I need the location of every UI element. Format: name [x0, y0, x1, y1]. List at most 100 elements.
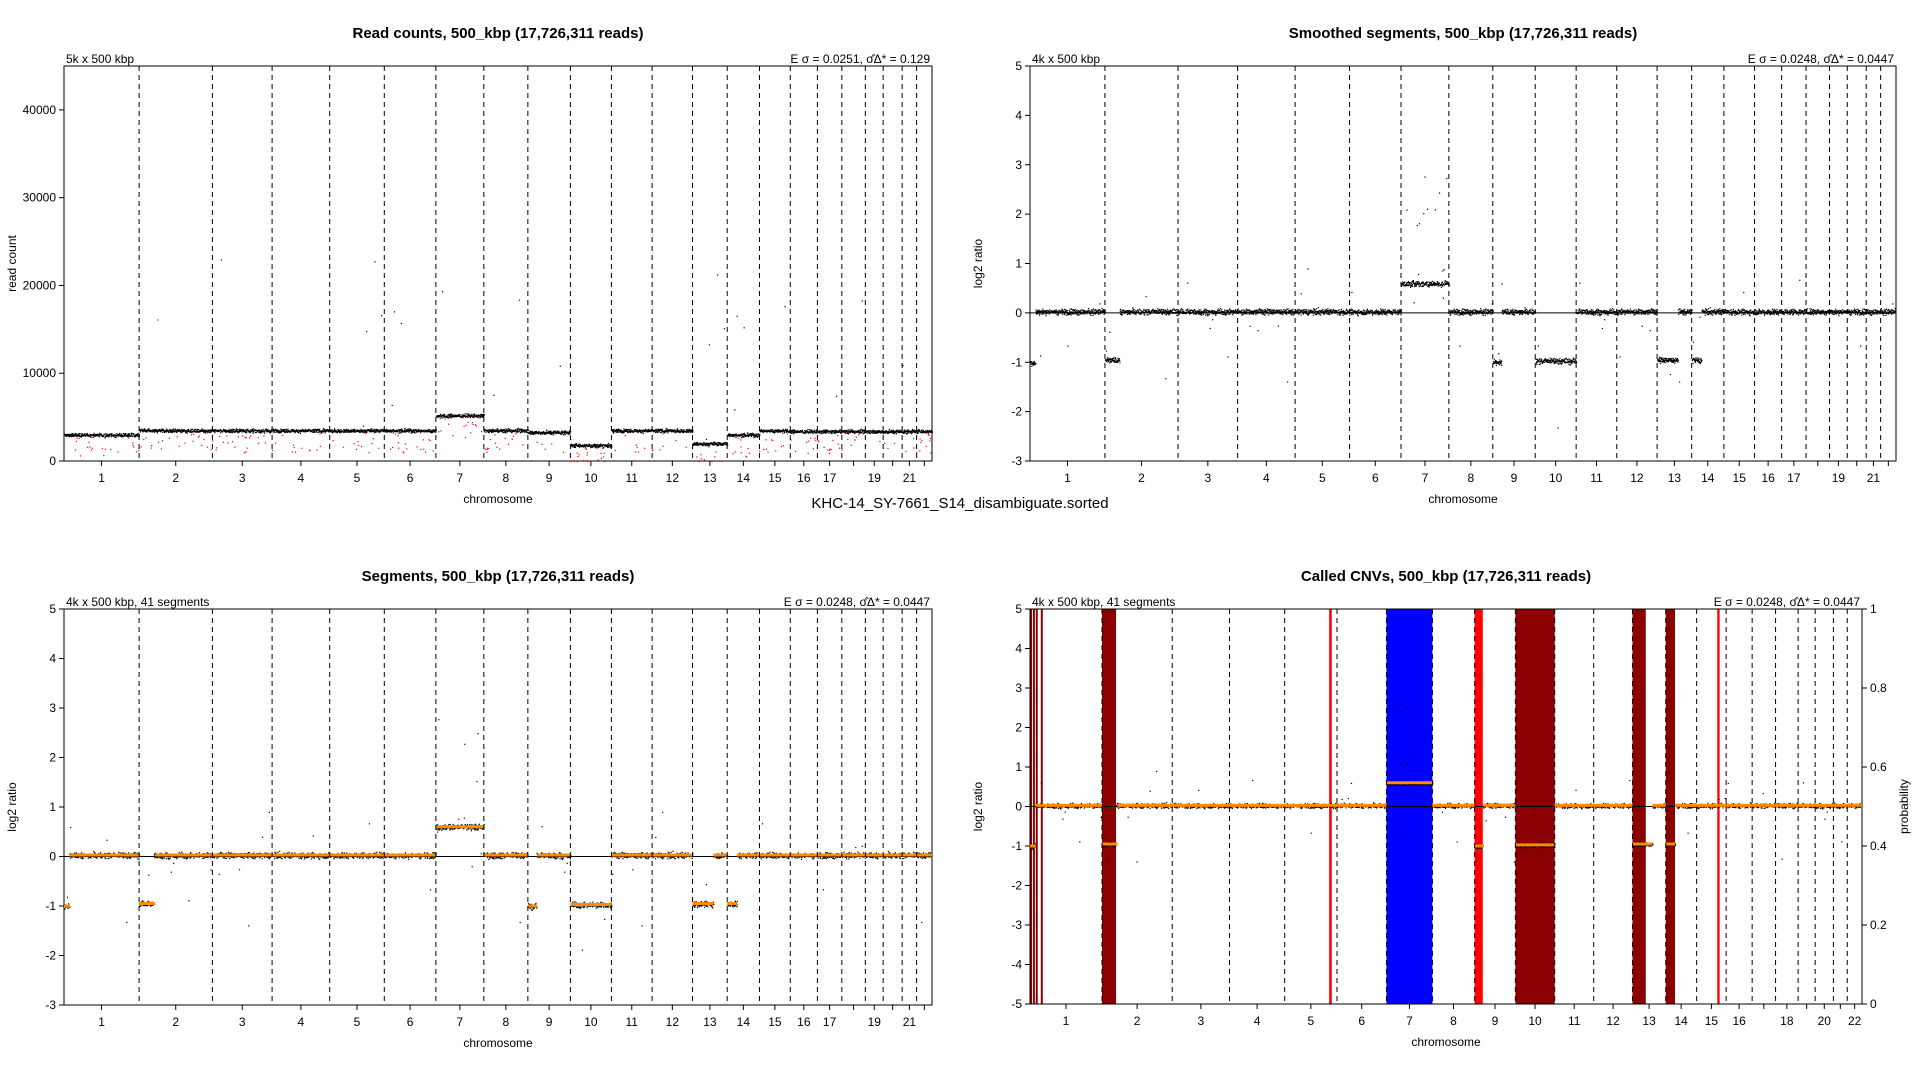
read-counts-outlier-point [495, 443, 496, 444]
read-counts-point [645, 429, 646, 430]
read-counts-outlier-point [294, 447, 295, 448]
read-counts-point [889, 429, 890, 430]
smoothed-segments-point [1260, 309, 1261, 310]
read-counts-point [912, 429, 913, 430]
read-counts-point [591, 445, 592, 446]
read-counts-outlier-point [232, 441, 233, 442]
read-counts-outlier-point [223, 442, 224, 443]
smoothed-segments-point [1207, 315, 1208, 316]
smoothed-segments-point [1090, 315, 1091, 316]
read-counts-outlier-point [598, 459, 599, 460]
smoothed-segments-point [1057, 315, 1058, 316]
read-counts-outlier-point [513, 436, 514, 437]
read-counts-outlier-point [490, 439, 491, 440]
read-counts-point [222, 431, 223, 432]
read-counts-outlier-point [265, 442, 266, 443]
read-counts-point [926, 432, 927, 433]
read-counts-point [930, 430, 931, 431]
read-counts-ylabel: read count [5, 234, 19, 291]
smoothed-segments-point [1212, 319, 1213, 320]
read-counts-outlier-point [467, 422, 468, 423]
read-counts-point [198, 429, 199, 430]
read-counts-xtick-label: 10 [584, 471, 598, 485]
smoothed-segments-point [1074, 313, 1075, 314]
smoothed-segments-point [1039, 315, 1040, 316]
read-counts-outlier-point [316, 449, 317, 450]
read-counts-outlier-point [579, 454, 580, 455]
read-counts-point [394, 311, 395, 312]
smoothed-segments-point [1265, 309, 1266, 310]
read-counts-point [932, 431, 933, 432]
read-counts-outlier-point [295, 452, 296, 453]
smoothed-segments-point [1282, 314, 1283, 315]
read-counts-outlier-point [398, 448, 399, 449]
read-counts-point [188, 429, 189, 430]
read-counts-point [408, 432, 409, 433]
read-counts-xtick-label: 5 [354, 471, 361, 485]
smoothed-segments-point [1042, 309, 1043, 310]
read-counts-outlier-point [444, 418, 445, 419]
read-counts-outlier-point [714, 456, 715, 457]
read-counts-outlier-point [141, 446, 142, 447]
smoothed-segments-point [1162, 313, 1163, 314]
read-counts-outlier-point [132, 443, 133, 444]
read-counts-point [362, 432, 363, 433]
read-counts-outlier-point [80, 455, 81, 456]
read-counts-outlier-point [615, 450, 616, 451]
read-counts-point [414, 432, 415, 433]
read-counts-outlier-point [293, 445, 294, 446]
read-counts-outlier-point [839, 448, 840, 449]
smoothed-segments-point [1049, 309, 1050, 310]
read-counts-point [628, 429, 629, 430]
read-counts-outlier-point [851, 445, 852, 446]
read-counts-point [795, 430, 796, 431]
read-counts-point [814, 430, 815, 431]
read-counts-point [401, 428, 402, 429]
read-counts-outlier-point [420, 449, 421, 450]
smoothed-segments-point [1159, 309, 1160, 310]
read-counts-outlier-point [766, 449, 767, 450]
read-counts-outlier-point [929, 440, 930, 441]
read-counts-outlier-point [247, 448, 248, 449]
read-counts-point [504, 429, 505, 430]
smoothed-segments-point [1107, 357, 1108, 358]
read-counts-outlier-point [635, 451, 636, 452]
read-counts-outlier-point [319, 433, 320, 434]
read-counts-point [346, 429, 347, 430]
read-counts-outlier-point [378, 448, 379, 449]
read-counts-point [555, 430, 556, 431]
read-counts-outlier-point [207, 447, 208, 448]
read-counts-point [590, 444, 591, 445]
read-counts-outlier-point [169, 438, 170, 439]
smoothed-segments-point [1093, 308, 1094, 309]
read-counts-point [237, 429, 238, 430]
read-counts-outlier-point [749, 453, 750, 454]
read-counts-point [302, 429, 303, 430]
smoothed-segments-point [1200, 309, 1201, 310]
read-counts-point [517, 430, 518, 431]
read-counts-point [99, 436, 100, 437]
read-counts-point [617, 432, 618, 433]
smoothed-segments-point [1265, 314, 1266, 315]
read-counts-point [401, 323, 402, 324]
smoothed-segments-point [1187, 283, 1188, 284]
smoothed-segments-point [1144, 314, 1145, 315]
read-counts-point [638, 432, 639, 433]
smoothed-segments-point [1130, 314, 1131, 315]
read-counts-point [618, 429, 619, 430]
read-counts-point [826, 432, 827, 433]
smoothed-segments-point [1249, 314, 1250, 315]
read-counts-point [512, 431, 513, 432]
read-counts-point [633, 431, 634, 432]
read-counts-outlier-point [161, 448, 162, 449]
read-counts-point [293, 431, 294, 432]
smoothed-segments-point [1204, 309, 1205, 310]
read-counts-point [636, 431, 637, 432]
read-counts-outlier-point [128, 438, 129, 439]
read-counts-point [266, 428, 267, 429]
read-counts-point [822, 433, 823, 434]
smoothed-segments-point [1298, 310, 1299, 311]
read-counts-point [807, 429, 808, 430]
read-counts-point [129, 434, 130, 435]
